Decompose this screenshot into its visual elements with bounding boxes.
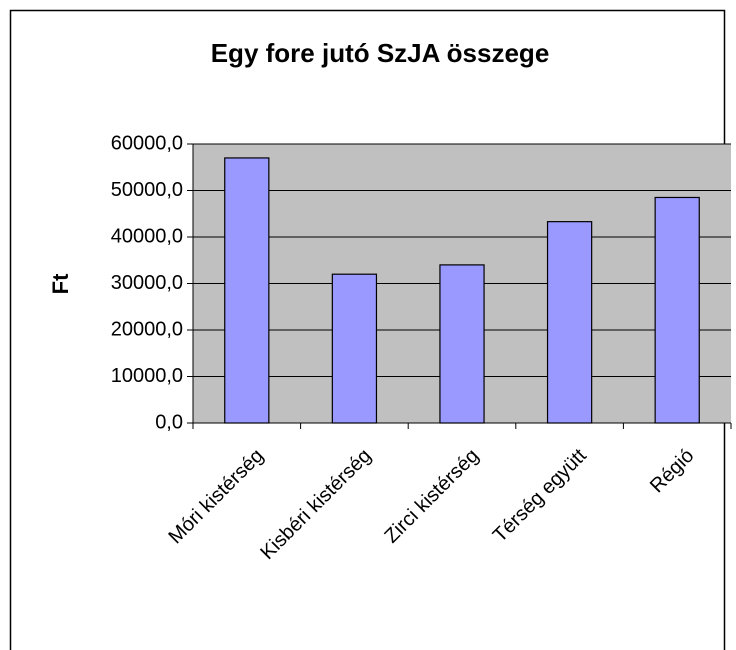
y-tick-label: 40000,0 <box>111 225 183 247</box>
y-tick-label: 30000,0 <box>111 272 183 294</box>
chart-title: Egy fore jutó SzJA összege <box>211 38 550 68</box>
bar <box>224 157 270 424</box>
bar <box>654 196 700 424</box>
y-tick-label: 0,0 <box>155 411 183 433</box>
bar <box>546 221 593 424</box>
bar <box>331 273 378 424</box>
y-tick-label: 60000,0 <box>111 132 183 154</box>
y-tick-label: 50000,0 <box>111 179 183 201</box>
y-axis-label: Ft <box>48 273 73 294</box>
bar <box>439 264 485 424</box>
y-tick-label: 10000,0 <box>111 365 183 387</box>
y-tick-label: 20000,0 <box>111 318 183 340</box>
